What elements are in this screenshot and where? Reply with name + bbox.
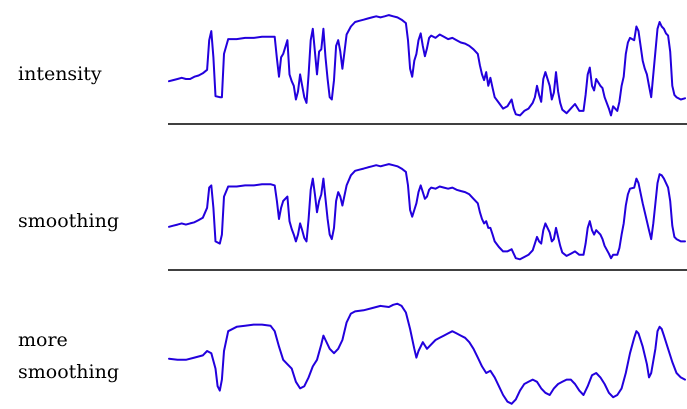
row-label-smoothing: smoothing [18, 210, 119, 232]
row-label-more-smoothing: more smoothing [18, 329, 119, 383]
row-label-intensity: intensity [18, 63, 102, 85]
more-smoothing-trace [168, 302, 686, 405]
smoothing-trace [168, 163, 686, 261]
intensity-trace [168, 14, 686, 117]
